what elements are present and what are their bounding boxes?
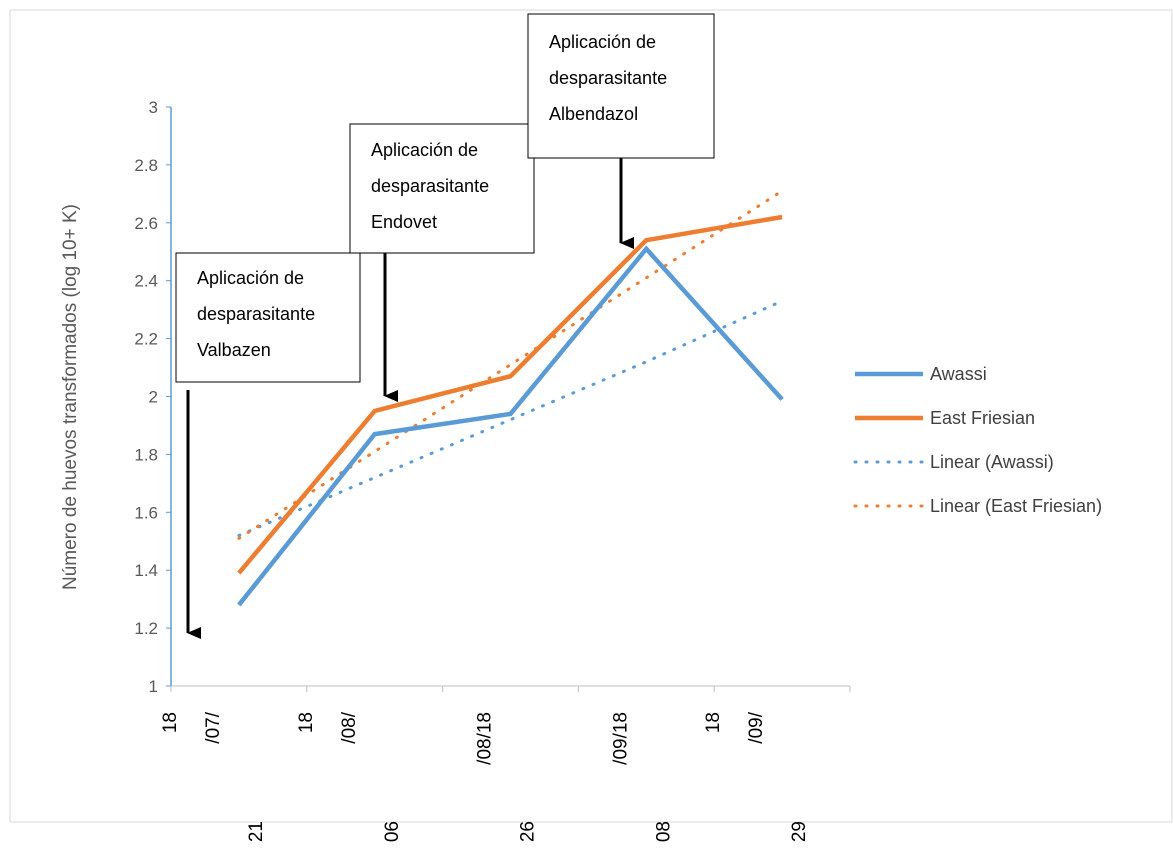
annotation-box: [175, 252, 361, 383]
annotation-text: desparasitante: [371, 176, 489, 196]
x-tick-label-part: 06: [382, 821, 403, 842]
legend-item: Awassi: [855, 364, 987, 384]
x-tick-label-part: 26: [518, 821, 539, 842]
series-line-linear-awassi: [237, 299, 784, 537]
x-tick-label-part: 18: [296, 712, 317, 733]
legend-label: Linear (Awassi): [930, 452, 1054, 472]
y-tick-label: 2: [149, 388, 158, 407]
x-tick-label-part: /08/18: [475, 712, 496, 765]
legend-item: Linear (Awassi): [853, 452, 1054, 472]
series-line-east-friesian: [237, 214, 783, 575]
annotation-text: Endovet: [371, 212, 437, 232]
x-tick-label: 18/09/29: [703, 711, 810, 842]
annotation-callout: Aplicación de desparasitante Albendazol: [527, 13, 715, 249]
y-tick-label: 1.8: [134, 445, 158, 464]
annotation-text: Aplicación de: [549, 32, 656, 52]
x-tick-label-part: 08: [653, 821, 674, 842]
y-tick-label: 2.4: [134, 272, 158, 291]
x-tick-label-part: 21: [246, 821, 267, 842]
annotation-text: Valbazen: [197, 340, 271, 360]
y-tick-label: 2.6: [134, 214, 158, 233]
y-tick-label: 1.2: [134, 619, 158, 638]
annotation-text: Aplicación de: [197, 268, 304, 288]
y-tick-label: 1: [149, 677, 158, 696]
y-tick-label: 1.4: [134, 561, 158, 580]
y-tick-label: 2.2: [134, 330, 158, 349]
annotation-callout: Aplicación de desparasitante Endovet: [349, 123, 535, 402]
x-tick-label: 18/07/21: [160, 711, 267, 842]
y-tick-label: 3: [149, 98, 158, 117]
annotation-box: [527, 13, 715, 159]
x-tick-label-part: 29: [789, 821, 810, 842]
x-tick-label: 18/08/06: [296, 711, 403, 842]
annotation-callout: Aplicación de desparasitante Valbazen: [175, 252, 361, 639]
x-tick-label: /09/18 08: [610, 712, 674, 842]
x-tick-label-part: /09/18: [610, 712, 631, 765]
x-tick-label-part: 18: [160, 712, 181, 733]
legend-label: Awassi: [930, 364, 987, 384]
annotation-box: [349, 123, 535, 254]
annotation-text: Albendazol: [549, 104, 638, 124]
annotation-text: desparasitante: [197, 304, 315, 324]
annotation-text: Aplicación de: [371, 140, 478, 160]
legend-label: Linear (East Friesian): [930, 496, 1102, 516]
legend-label: East Friesian: [930, 408, 1035, 428]
x-tick-label-part: /07/: [203, 711, 224, 743]
x-tick-label-part: /09/: [746, 711, 767, 743]
x-tick-label-part: /08/: [339, 711, 360, 743]
series-line-awassi: [237, 245, 784, 607]
y-axis-title: Número de huevos transformados (log 10+ …: [60, 204, 81, 590]
legend-item: Linear (East Friesian): [853, 496, 1102, 516]
legend-item: East Friesian: [855, 408, 1035, 428]
x-tick-label-part: 18: [703, 712, 724, 733]
y-tick-label: 1.6: [134, 503, 158, 522]
y-tick-label: 2.8: [134, 156, 158, 175]
x-tick-label: /08/18 26: [475, 712, 539, 842]
annotation-text: desparasitante: [549, 68, 667, 88]
